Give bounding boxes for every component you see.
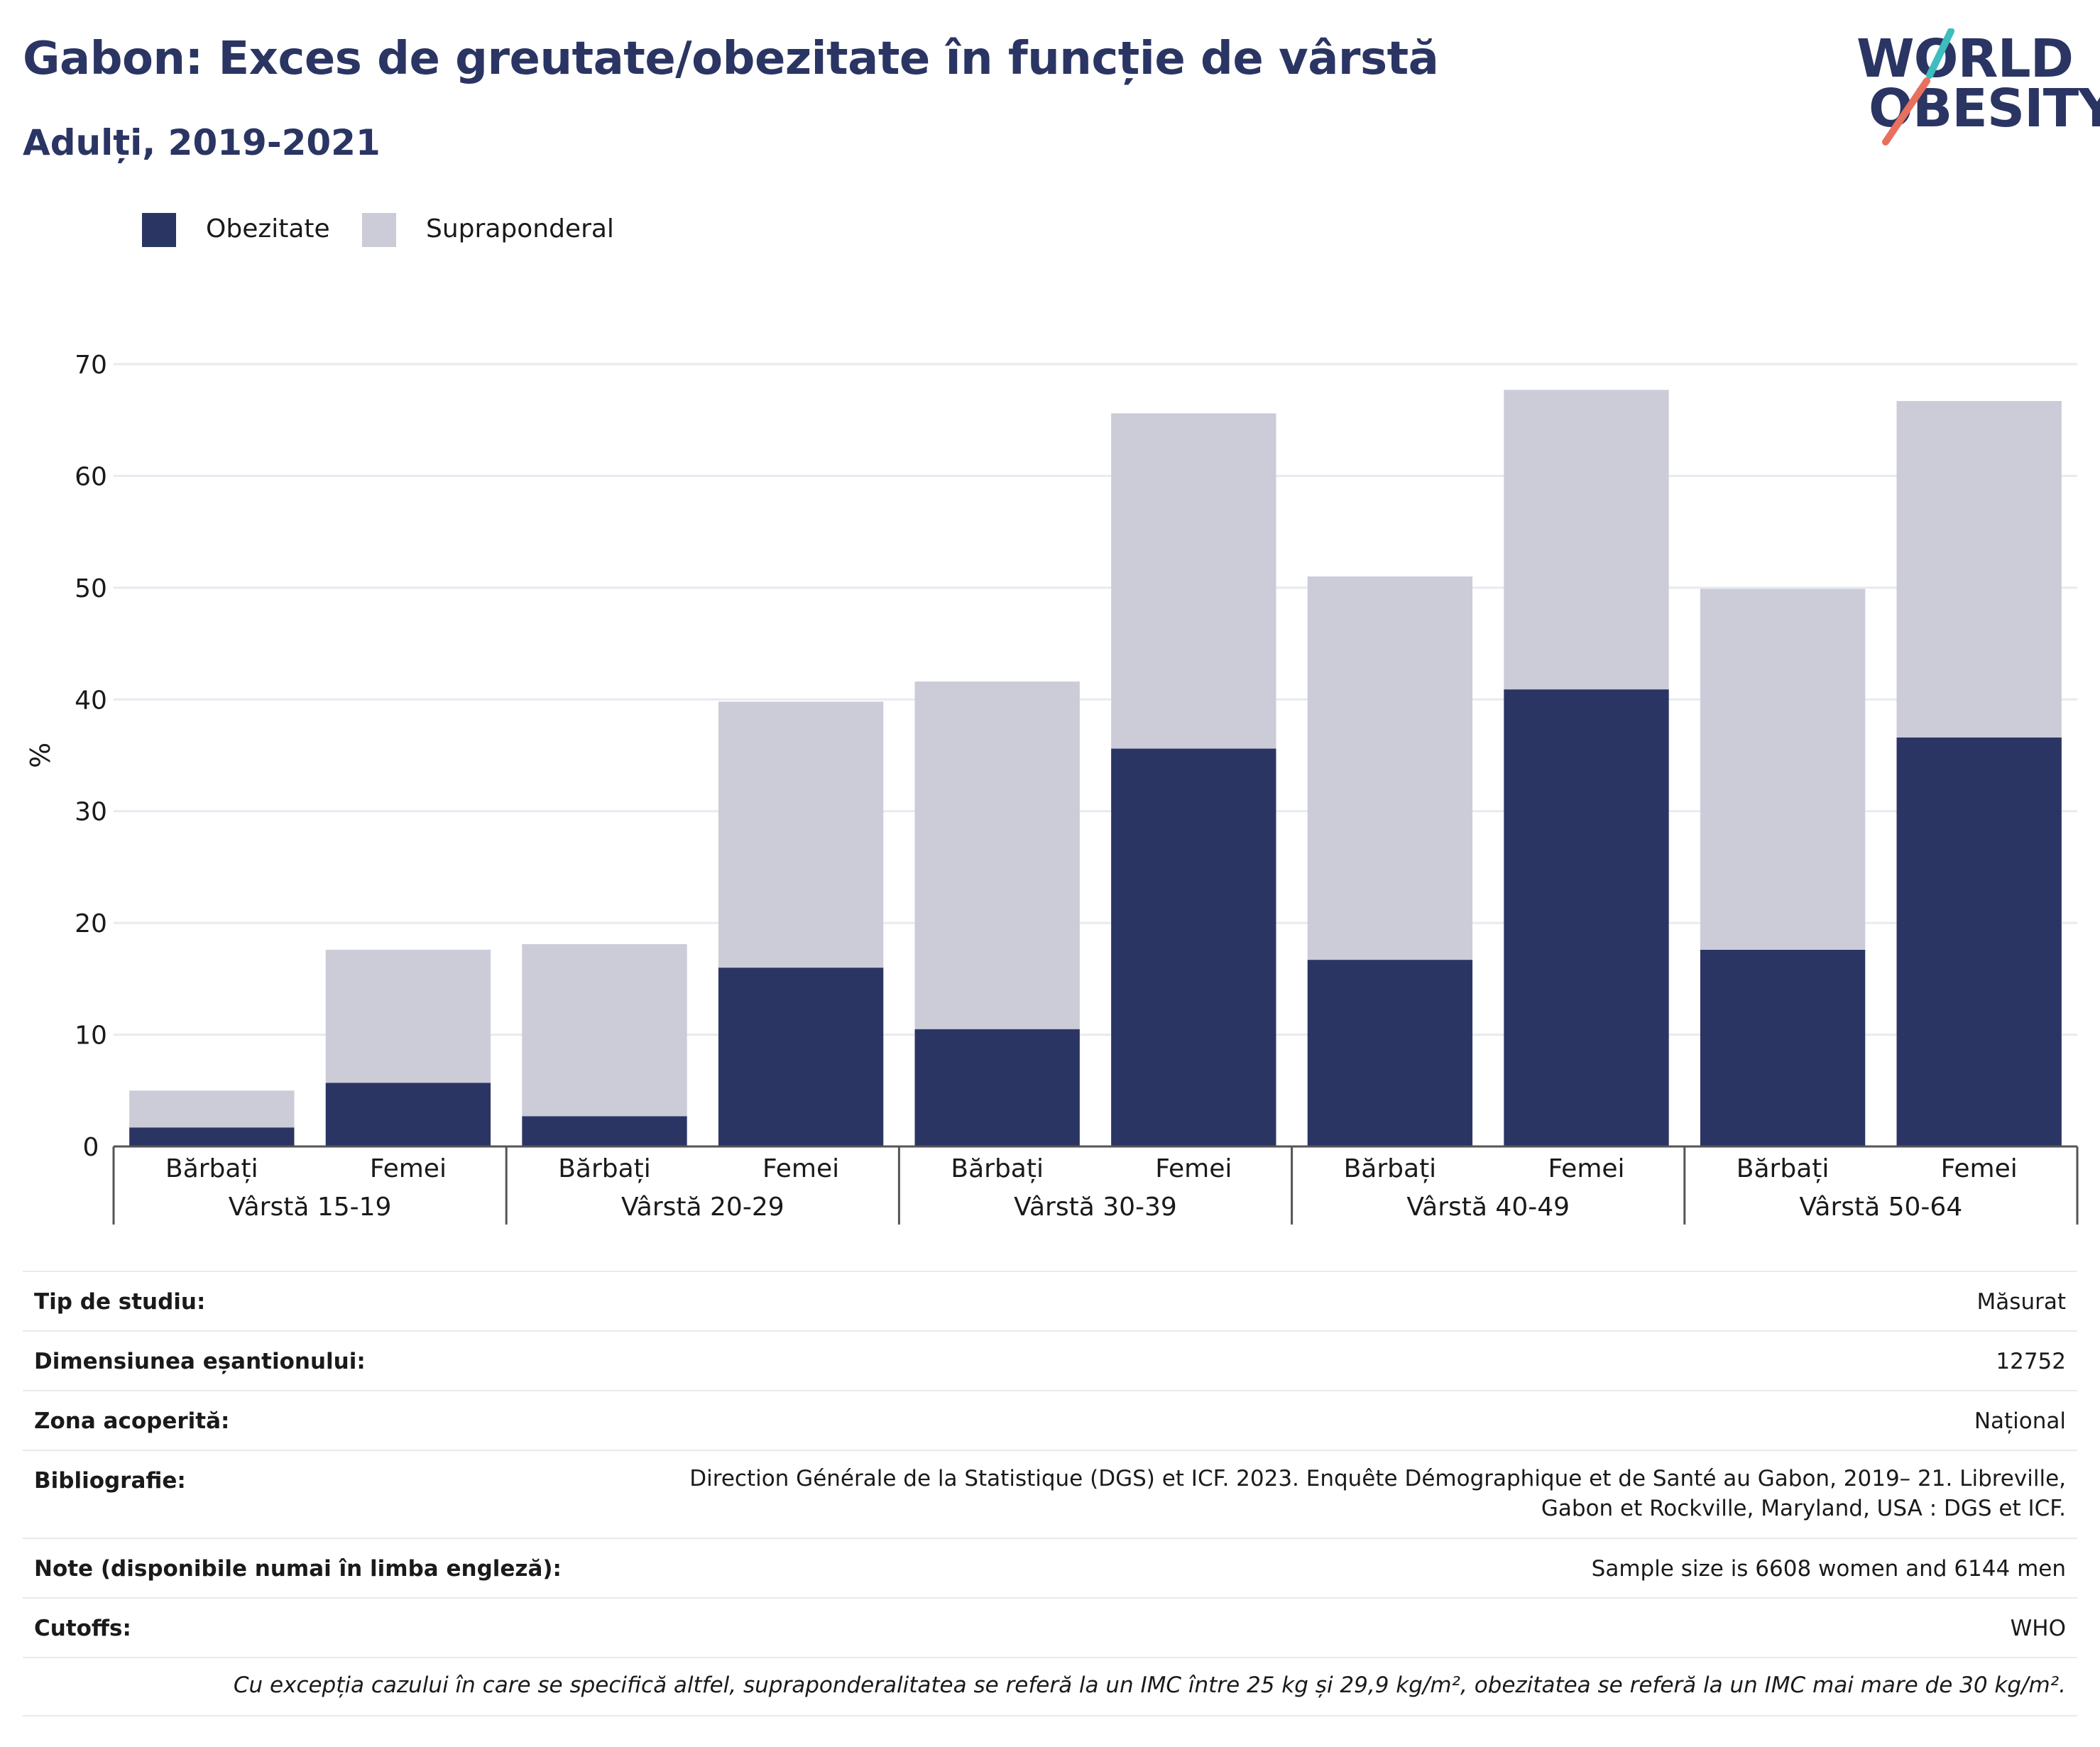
info-value: WHO	[2010, 1616, 2066, 1641]
x-group-label: Vârstă 15-19	[229, 1193, 392, 1222]
y-tick-label: 70	[75, 351, 107, 380]
bar-obezitate	[1896, 737, 2062, 1146]
x-group-label: Vârstă 20-29	[621, 1193, 784, 1222]
info-row-study-type: Tip de studiu: Măsurat	[23, 1271, 2077, 1330]
legend-swatch-supraponderal	[362, 213, 396, 247]
bar-supraponderal	[325, 949, 491, 1083]
info-value: 12752	[1996, 1349, 2066, 1374]
bar-obezitate	[1111, 748, 1276, 1146]
info-value: Sample size is 6608 women and 6144 men	[1591, 1556, 2066, 1582]
bar-supraponderal	[1111, 413, 1276, 749]
bar-supraponderal	[718, 701, 884, 968]
legend-label: Obezitate	[206, 214, 330, 243]
x-tick-label: Femei	[762, 1154, 839, 1183]
x-tick-label: Femei	[1941, 1154, 2018, 1183]
x-group-label: Vârstă 50-64	[1800, 1193, 1963, 1222]
x-tick-label: Bărbați	[951, 1154, 1044, 1183]
x-tick-label: Bărbați	[558, 1154, 651, 1183]
bar-supraponderal	[129, 1090, 295, 1128]
y-tick-label: 40	[75, 686, 107, 715]
info-label: Note (disponibile numai în limba engleză…	[34, 1556, 562, 1582]
y-tick-label: 0	[83, 1133, 99, 1162]
bar-supraponderal	[914, 681, 1080, 1029]
bar-obezitate	[325, 1083, 491, 1146]
x-tick-label: Femei	[1155, 1154, 1232, 1183]
bar-obezitate	[129, 1127, 295, 1146]
bar-supraponderal	[1896, 400, 2062, 738]
logo-slash-icon	[1882, 28, 1954, 146]
legend-swatch-obezitate	[142, 213, 176, 247]
x-tick-label: Bărbați	[1737, 1154, 1830, 1183]
bar-supraponderal	[1504, 390, 1669, 690]
logo-text-world: WORLD	[1856, 28, 2074, 89]
info-row-sample-size: Dimensiunea eșantionului: 12752	[23, 1330, 2077, 1390]
bar-obezitate	[914, 1029, 1080, 1146]
info-label: Cutoffs:	[34, 1616, 131, 1641]
x-group-label: Vârstă 40-49	[1406, 1193, 1570, 1222]
page-title: Gabon: Exces de greutate/obezitate în fu…	[23, 33, 1439, 85]
x-tick-label: Bărbați	[1344, 1154, 1437, 1183]
info-row-bibliography: Bibliografie: Direction Générale de la S…	[23, 1450, 2077, 1538]
y-tick-label: 10	[75, 1022, 107, 1051]
x-group-label: Vârstă 30-39	[1014, 1193, 1177, 1222]
y-axis-label: %	[25, 743, 56, 768]
info-label: Tip de studiu:	[34, 1289, 206, 1315]
x-tick-label: Bărbați	[165, 1154, 258, 1183]
y-tick-label: 20	[75, 909, 107, 938]
info-label: Dimensiunea eșantionului:	[34, 1349, 366, 1374]
world-obesity-logo: WORLD OBESITY	[1853, 28, 2100, 149]
footnote-row: Cu excepția cazului în care se specifică…	[23, 1657, 2077, 1716]
stacked-bar-chart: 0 10 20 30 40 50 60 70% Bărbați Femei Bărbați Femei…	[25, 351, 2079, 1225]
bar-supraponderal	[1700, 588, 1866, 950]
bar-supraponderal	[522, 944, 687, 1117]
info-label: Bibliografie:	[34, 1468, 186, 1494]
bar-obezitate	[1307, 960, 1473, 1146]
info-row-coverage: Zona acoperită: Național	[23, 1390, 2077, 1450]
bar-supraponderal	[1307, 576, 1473, 960]
info-value: Direction Générale de la Statistique (DG…	[689, 1466, 2066, 1521]
page-subtitle: Adulți, 2019-2021	[23, 122, 381, 163]
y-tick-label: 60	[75, 462, 107, 491]
info-row-cutoffs: Cutoffs: WHO	[23, 1597, 2077, 1657]
bar-obezitate	[1700, 949, 1866, 1146]
info-value: Măsurat	[1976, 1289, 2066, 1315]
study-info-table: Tip de studiu: Măsurat Dimensiunea eșant…	[23, 1271, 2077, 1716]
bar-obezitate	[1504, 689, 1669, 1146]
bar-obezitate	[718, 968, 884, 1146]
y-tick-label: 30	[75, 798, 107, 827]
x-tick-label: Femei	[370, 1154, 447, 1183]
info-row-notes: Note (disponibile numai în limba engleză…	[23, 1538, 2077, 1597]
info-value: Național	[1974, 1408, 2066, 1434]
y-tick-label: 50	[75, 574, 107, 603]
legend-label: Supraponderal	[426, 214, 614, 243]
info-label: Zona acoperită:	[34, 1408, 230, 1434]
bar-obezitate	[522, 1116, 687, 1146]
bmi-footnote: Cu excepția cazului în care se specifică…	[233, 1672, 2066, 1698]
x-tick-label: Femei	[1548, 1154, 1624, 1183]
